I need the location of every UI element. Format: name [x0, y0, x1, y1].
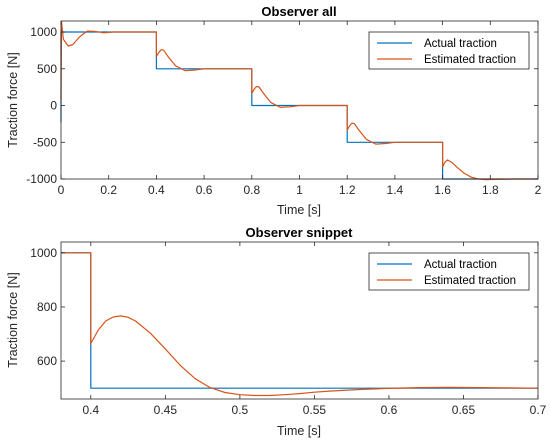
chart-2-y-tick-label: 800	[37, 300, 57, 314]
chart-2-legend-box	[368, 252, 530, 291]
chart-2-y-tick-label: 1000	[30, 246, 57, 260]
chart-1-x-axis-label: Time [s]	[277, 203, 321, 217]
chart-2-x-tick-label: 0.4	[82, 403, 99, 417]
chart-2-x-tick-label: 0.5	[232, 403, 249, 417]
chart-2-legend-label-actual: Actual traction	[424, 259, 497, 271]
chart-observer-snippet: Observer snippet 0.4 0.45 0.5 0.55 0.6 0.65 0.…	[6, 225, 547, 438]
chart-2-legend-label-estimated: Estimated traction	[424, 275, 516, 287]
chart-1-x-tick-label: 2	[535, 183, 542, 197]
chart-1-x-tick-label: 1.6	[434, 183, 451, 197]
chart-2-title: Observer snippet	[246, 225, 354, 240]
chart-1-legend-label-estimated: Estimated traction	[424, 54, 516, 66]
chart-2-y-tick-label: 600	[37, 354, 57, 368]
chart-1-y-axis-label: Traction force [N]	[6, 52, 20, 147]
chart-2-y-axis-label: Traction force [N]	[6, 272, 20, 367]
chart-1-x-tick-label: 0.4	[148, 183, 165, 197]
chart-1-y-tick-label: -500	[33, 135, 57, 149]
chart-1-x-ticks: 0 0.2 0.4 0.6 0.8 1 1.2 1.4 1.6 1.8 2	[58, 21, 542, 197]
chart-1-x-tick-label: 0	[58, 183, 65, 197]
chart-1-legend-label-actual: Actual traction	[424, 38, 497, 50]
chart-1-x-tick-label: 0.6	[196, 183, 213, 197]
chart-2-axes-box	[60, 241, 539, 400]
chart-1-x-tick-label: 0.8	[243, 183, 260, 197]
chart-1-series-lines	[60, 21, 538, 181]
chart-1-y-tick-label: 500	[37, 62, 57, 76]
chart-1-legend: Actual traction Estimated traction	[368, 31, 530, 70]
chart-1-x-tick-label: 1.4	[387, 183, 404, 197]
chart-1-x-tick-label: 1.8	[482, 183, 499, 197]
chart-1-x-tick-label: 0.2	[100, 183, 117, 197]
chart-1-series-estimated-traction-line	[60, 21, 538, 181]
chart-1-y-tick-label: 0	[50, 99, 57, 113]
chart-1-title: Observer all	[261, 4, 336, 19]
chart-2-x-tick-label: 0.7	[530, 403, 547, 417]
chart-2-x-tick-label: 0.6	[381, 403, 398, 417]
chart-2-legend: Actual traction Estimated traction	[368, 252, 530, 291]
chart-1-legend-box	[368, 31, 530, 70]
chart-2-x-tick-label: 0.45	[154, 403, 178, 417]
chart-2-x-ticks: 0.4 0.45 0.5 0.55 0.6 0.65 0.7	[82, 242, 547, 417]
chart-1-y-ticks: -1000 -500 0 500 1000	[26, 25, 538, 186]
chart-2-series-estimated-traction-line	[61, 252, 539, 397]
chart-1-y-tick-label: 1000	[30, 25, 57, 39]
chart-2-series-lines	[61, 252, 539, 397]
chart-observer-all: Observer all 0 0.2 0.4 0.6 0.8 1 1.2 1.4 1.6 1.8 2…	[6, 4, 542, 217]
chart-1-y-tick-label: -1000	[26, 172, 57, 186]
chart-1-x-tick-label: 1	[296, 183, 303, 197]
chart-2-x-axis-label: Time [s]	[277, 424, 321, 438]
chart-2-x-tick-label: 0.55	[303, 403, 327, 417]
chart-2-x-tick-label: 0.65	[452, 403, 476, 417]
chart-2-y-ticks: 600 800 1000	[30, 246, 538, 368]
chart-1-x-tick-label: 1.2	[339, 183, 356, 197]
